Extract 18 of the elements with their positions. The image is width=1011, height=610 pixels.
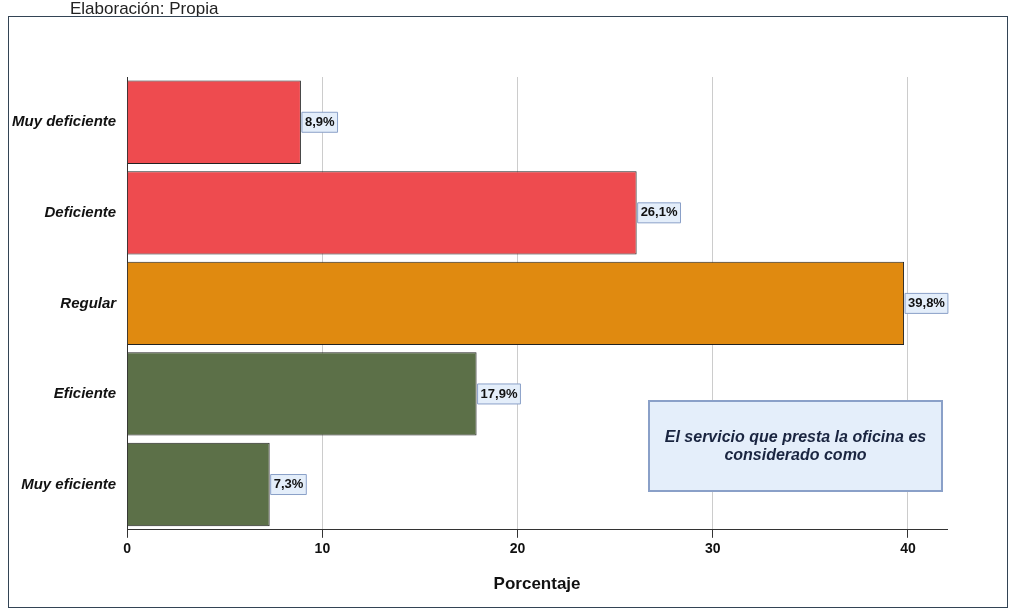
y-tick-label: Muy eficiente <box>21 474 117 492</box>
y-tick-label: Regular <box>60 293 118 311</box>
data-label: 26,1% <box>640 204 678 220</box>
data-label: 39,8% <box>908 294 946 310</box>
y-tick-label: Muy deficiente <box>12 112 117 130</box>
data-label: 17,9% <box>480 385 518 401</box>
x-axis-title: Porcentaje <box>493 574 581 594</box>
text: Elaboración: Propia <box>70 0 219 18</box>
x-tick-label: 20 <box>509 540 526 557</box>
y-tick-label: Eficiente <box>53 384 117 402</box>
data-label: 7,3% <box>273 476 304 492</box>
x-tick-label: 0 <box>123 540 132 557</box>
y-tick-label: Deficiente <box>44 202 117 220</box>
x-tick-label: 10 <box>314 540 331 557</box>
note-box: El servicio que presta la oficina es considerado como <box>648 400 943 492</box>
data-label: 8,9% <box>304 113 335 129</box>
x-tick-label: 40 <box>900 540 916 557</box>
x-tick-label: 30 <box>704 540 721 557</box>
